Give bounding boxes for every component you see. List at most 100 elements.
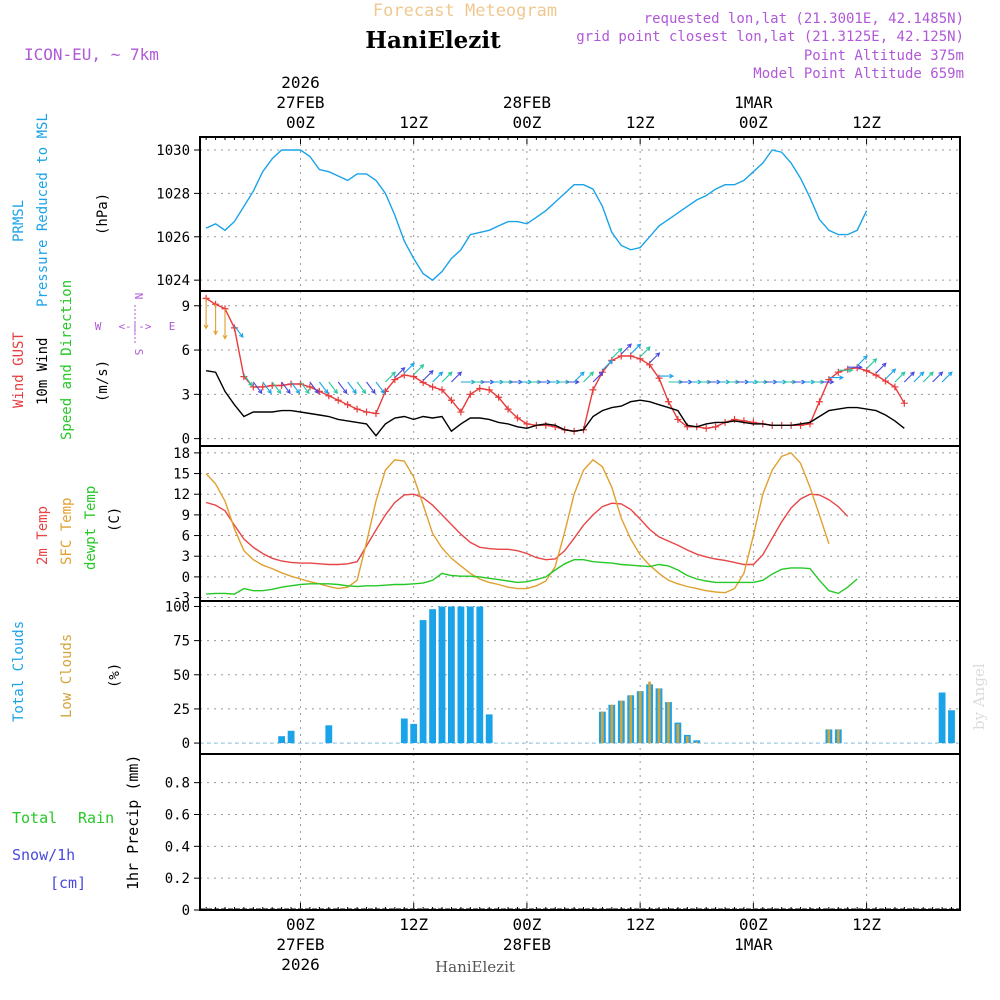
wind-direction-arrow bbox=[620, 343, 632, 355]
sfc-label: SFC Temp bbox=[59, 498, 75, 565]
snow-unit: [cm] bbox=[50, 874, 86, 892]
gust-marker bbox=[230, 324, 238, 332]
y-tick-label: 1024 bbox=[156, 273, 190, 289]
wind-direction-arrow bbox=[847, 364, 863, 370]
gust-marker bbox=[457, 408, 465, 416]
series-dewpt-temp bbox=[206, 559, 858, 595]
wind-direction-arrow bbox=[252, 381, 263, 395]
y-tick-label: 0.2 bbox=[165, 871, 190, 887]
y-tick-label: 25 bbox=[173, 702, 190, 718]
gust-marker bbox=[589, 386, 597, 394]
total-cloud-bar bbox=[448, 606, 455, 744]
gust-marker bbox=[372, 410, 380, 418]
gust-marker bbox=[674, 415, 682, 423]
pressure-labels: PRMSL Pressure Reduced to MSL (hPa) bbox=[11, 113, 111, 307]
wind-direction-arrow bbox=[203, 298, 209, 330]
wind-label: 10m Wind bbox=[35, 338, 51, 405]
time-label: 1MAR bbox=[734, 935, 773, 954]
low-cloud-bar bbox=[667, 702, 670, 744]
wind-direction-arrow bbox=[213, 304, 218, 336]
wind-direction-arrow bbox=[932, 371, 944, 383]
y-tick-label: 6 bbox=[182, 343, 190, 359]
wind-direction-arrow bbox=[838, 367, 854, 373]
y-tick-label: 9 bbox=[182, 508, 190, 524]
wind-unit: (m/s) bbox=[95, 360, 111, 402]
total-cloud-bar bbox=[400, 718, 408, 744]
y-tick-label: -3 bbox=[173, 591, 190, 607]
grid-point-coords: grid point closest lon,lat (21.3125E, 42… bbox=[576, 29, 964, 45]
wind-direction-arrow bbox=[222, 308, 228, 340]
time-label: 28FEB bbox=[503, 935, 551, 954]
series-prmsl bbox=[205, 149, 868, 282]
gust-marker bbox=[287, 380, 295, 388]
wind-direction-arrow bbox=[659, 373, 675, 379]
time-label: 00Z bbox=[286, 113, 315, 132]
total-cloud-bar bbox=[938, 692, 946, 743]
gust-marker bbox=[429, 383, 437, 391]
wind-direction-arrow bbox=[290, 381, 301, 395]
wind-panel: 0 3 6 9 bbox=[182, 291, 961, 448]
wind-direction-arrow bbox=[583, 371, 595, 383]
wind-direction-arrow bbox=[281, 381, 291, 395]
pressure-unit: (hPa) bbox=[95, 193, 111, 235]
prmsl-label: PRMSL bbox=[11, 200, 27, 242]
time-label: 12Z bbox=[626, 113, 655, 132]
gust-marker bbox=[259, 383, 267, 391]
y-tick-label: 0 bbox=[182, 570, 190, 586]
low-cloud-bar bbox=[657, 688, 661, 743]
rose-north: N bbox=[132, 293, 145, 300]
total-cloud-bar bbox=[457, 606, 465, 744]
wind-direction-arrow bbox=[573, 371, 585, 383]
gust-marker bbox=[296, 380, 304, 388]
gust-marker bbox=[353, 405, 361, 413]
time-label: 27FEB bbox=[276, 93, 324, 112]
series-wind-gust bbox=[205, 297, 905, 432]
gust-marker bbox=[523, 420, 531, 428]
low-cloud-bar bbox=[686, 736, 689, 743]
time-label: 28FEB bbox=[503, 93, 551, 112]
total-cloud-bar bbox=[476, 606, 484, 744]
model-name: ICON-EU, ~ 7km bbox=[24, 45, 159, 64]
total-cloud-bar bbox=[429, 609, 436, 744]
gust-marker bbox=[731, 415, 738, 423]
gust-marker bbox=[513, 414, 521, 422]
wind-direction-arrow bbox=[422, 369, 434, 381]
wind-dir-label: Speed and Direction bbox=[59, 280, 75, 440]
low-cloud-bar bbox=[695, 741, 699, 744]
y-tick-label: 1026 bbox=[156, 230, 190, 246]
total-cloud-bar bbox=[278, 736, 285, 743]
y-tick-label: 0 bbox=[182, 903, 190, 919]
total-cloud-bar bbox=[693, 740, 701, 743]
wind-direction-arrow bbox=[875, 362, 887, 374]
y-tick-label: 100 bbox=[165, 599, 190, 615]
gust-marker bbox=[325, 392, 333, 400]
gust-marker bbox=[712, 423, 720, 431]
wind-direction-arrow bbox=[309, 381, 319, 395]
gust-marker bbox=[476, 384, 484, 392]
low-cloud-bar bbox=[601, 711, 604, 744]
total-cloud-label: Total Clouds bbox=[11, 621, 27, 722]
wind-direction-arrow bbox=[903, 371, 915, 383]
y-tick-label: 1028 bbox=[156, 186, 190, 202]
temp-labels: 2m Temp SFC Temp dewpt Temp (C) bbox=[35, 486, 123, 570]
wind-direction-arrow bbox=[885, 368, 897, 380]
watermark: by Angel bbox=[970, 663, 988, 730]
gust-marker bbox=[806, 420, 814, 428]
wind-direction-arrow bbox=[385, 371, 397, 383]
time-label: 00Z bbox=[286, 915, 315, 934]
wind-direction-arrow bbox=[913, 371, 925, 383]
wind-direction-arrow bbox=[233, 325, 244, 339]
wind-direction-arrow bbox=[819, 379, 835, 385]
wind-direction-arrow bbox=[441, 371, 453, 383]
precip-panel: 0 0.2 0.4 0.6 0.8 bbox=[165, 753, 961, 919]
snow-label: Snow/1h bbox=[12, 846, 75, 864]
gust-marker bbox=[504, 405, 512, 413]
cloud-unit: (%) bbox=[107, 663, 123, 688]
low-cloud-bar bbox=[827, 729, 831, 744]
gust-marker bbox=[249, 383, 257, 391]
time-label: 00Z bbox=[512, 113, 541, 132]
panel-frame bbox=[199, 136, 961, 292]
clouds-panel: 0 25 50 75 100 bbox=[165, 599, 961, 755]
